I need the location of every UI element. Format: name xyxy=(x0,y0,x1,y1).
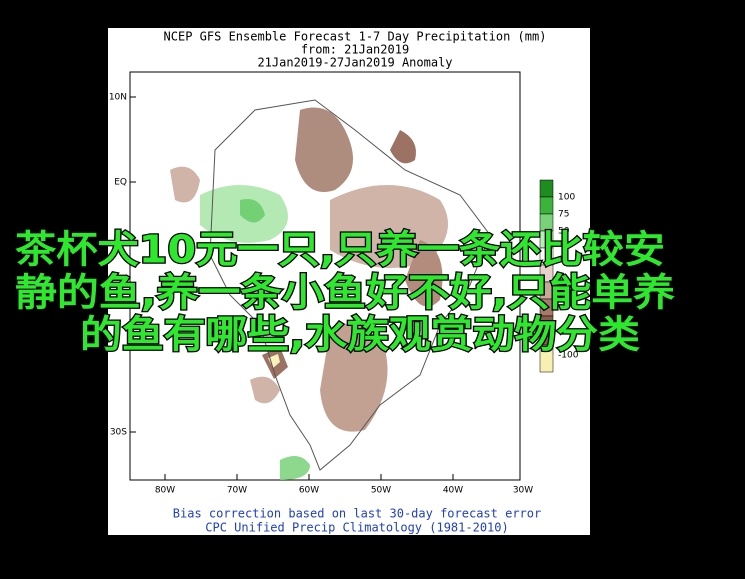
overlay-text: 静的鱼,养一条小鱼好不好,只能单养 xyxy=(15,271,675,315)
footer-note: Bias correction based on last 30-day for… xyxy=(173,507,541,521)
lon-label: 50W xyxy=(371,486,391,496)
overlay-text: 的鱼有哪些,水族观赏动物分类 xyxy=(80,313,640,357)
legend-label: 50 xyxy=(558,227,570,237)
lon-label: 40W xyxy=(443,486,463,496)
map-area: 10N EQ 30S 80W 70W 60W 50W 40W 30W xyxy=(109,71,533,496)
lat-label: 10N xyxy=(109,93,127,103)
legend-label: 100 xyxy=(558,193,575,203)
overlay-text: 茶杯犬10元一只,只养一条还比较安 xyxy=(15,228,665,272)
lon-label: 70W xyxy=(227,486,247,496)
footer-note: CPC Unified Precip Climatology (1981-201… xyxy=(205,521,508,535)
lon-label: 30W xyxy=(513,486,533,496)
coastline xyxy=(209,99,491,471)
legend-label: -100 xyxy=(558,351,579,361)
lat-label: 30S xyxy=(110,428,127,438)
ticks xyxy=(130,96,454,480)
lat-label: EQ xyxy=(114,178,127,188)
title: NCEP GFS Ensemble Forecast 1-7 Day Preci… xyxy=(164,30,547,44)
from-date: from: 21Jan2019 xyxy=(301,43,409,57)
lon-label: 60W xyxy=(299,486,319,496)
date-range: 21Jan2019-27Jan2019 Anomaly xyxy=(257,56,452,70)
legend-label: 75 xyxy=(558,210,569,220)
lon-label: 80W xyxy=(155,486,175,496)
colorbar xyxy=(539,179,554,373)
